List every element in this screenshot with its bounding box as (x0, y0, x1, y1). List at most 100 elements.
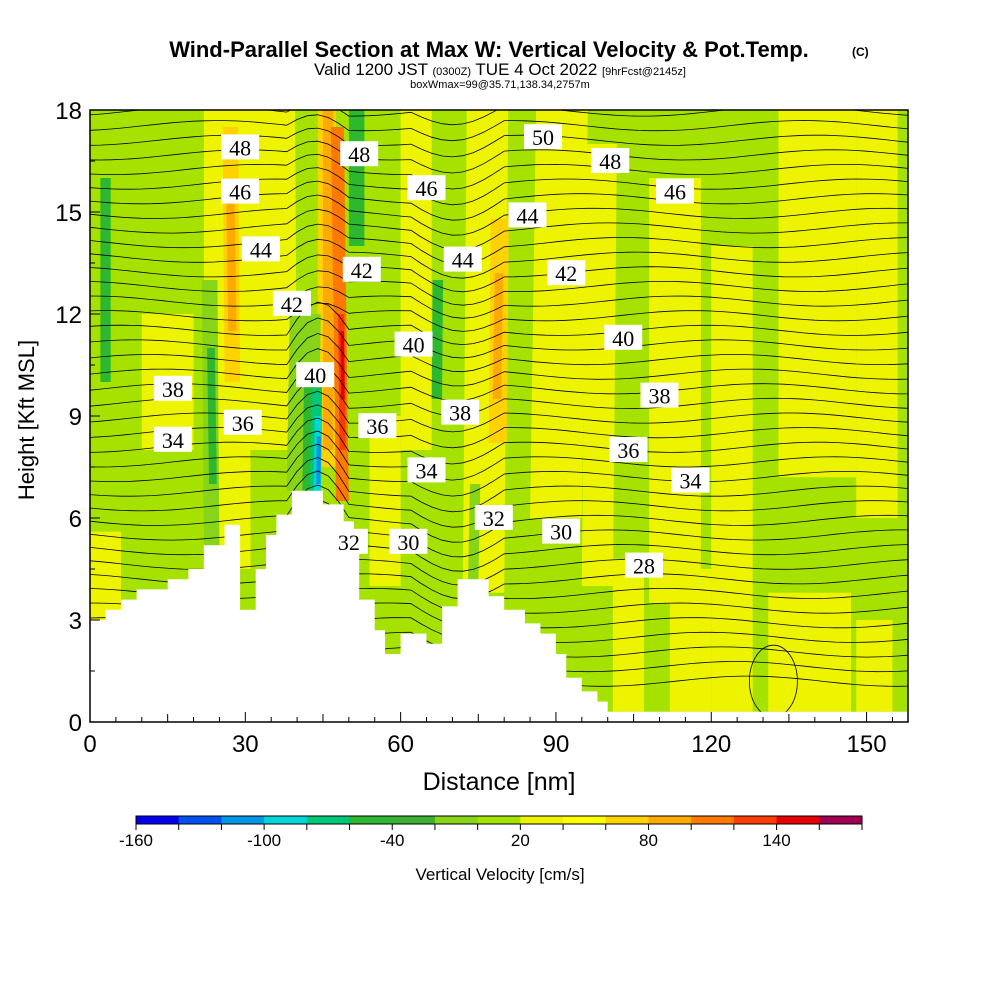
theta-contour (90, 194, 908, 236)
y-axis: 0 3 6 9 12 15 18 (55, 98, 100, 737)
theta-contour-label: 32 (329, 528, 368, 555)
colorbar-frame (135, 815, 863, 825)
colorbar-tick-label: 80 (639, 831, 658, 850)
downdraft (100, 178, 111, 382)
theta-contour (90, 333, 908, 373)
y-tick-label: 9 (69, 404, 82, 431)
theta-contour-label: 32 (474, 505, 513, 531)
theta-contour (90, 208, 908, 251)
theta-contour-label-text: 44 (452, 248, 474, 273)
theta-contour (90, 377, 908, 417)
updraft-region (856, 620, 893, 712)
theta-contour-label: 30 (389, 528, 428, 555)
updraft-region (248, 110, 298, 450)
subtitle-valid: Valid 1200 JST (314, 60, 428, 79)
theta-contour-label: 46 (221, 178, 260, 205)
copyright-mark: (C) (852, 45, 869, 59)
theta-contour-label: 28 (624, 552, 663, 579)
y-tick-label: 3 (69, 608, 82, 635)
plot-area (90, 110, 908, 722)
theta-contour (90, 238, 908, 279)
theta-contour-label: 48 (221, 134, 260, 160)
theta-contour-label-text: 42 (351, 258, 373, 283)
theta-contour (90, 317, 908, 359)
subtitle-utc: (0300Z) (432, 66, 471, 78)
downdraft (207, 348, 217, 484)
theta-contour-label-text: 34 (416, 458, 438, 483)
y-axis-label: Height [Kft MSL] (14, 340, 39, 500)
colorbar-swatch (306, 816, 351, 824)
colorbar-swatch (819, 816, 863, 824)
x-tick-label: 120 (691, 731, 731, 758)
theta-contour-label-text: 46 (416, 176, 438, 201)
theta-contour (90, 417, 908, 465)
colorbar-swatch (776, 816, 820, 824)
colorbar-swatch (178, 816, 222, 824)
colorbar-tick-label: -160 (119, 831, 153, 850)
theta-contour-labels: 48 46 44 42 40 38 36 34 48 42 36 32 46 44 40 38 34 30 50 44… (153, 124, 710, 579)
theta-contour-label-text: 40 (304, 363, 326, 388)
theta-contour-label-text: 32 (338, 530, 360, 555)
colorbar-swatch (264, 816, 308, 824)
updraft-region (711, 246, 753, 712)
theta-contour-label: 30 (542, 518, 581, 545)
colorbar-swatch (434, 816, 479, 824)
updraft-region (669, 569, 712, 712)
colorbar: -160 -100 -40 20 80 140 (119, 815, 863, 850)
theta-contour (90, 270, 908, 306)
theta-contour (90, 430, 908, 481)
theta-contour-label: 50 (524, 124, 563, 150)
theta-contour-label: 40 (296, 362, 335, 388)
colorbar-tick-label: 20 (511, 831, 530, 850)
theta-contour (90, 286, 908, 319)
colorbar-swatch (349, 816, 393, 824)
theta-contour (90, 223, 908, 265)
colorbar-swatch (520, 816, 564, 824)
theta-contour-label-text: 42 (555, 261, 577, 286)
theta-contour-label: 48 (591, 148, 630, 174)
theta-contour-label-text: 36 (617, 438, 639, 463)
theta-contour-label-text: 36 (366, 414, 388, 439)
theta-contour-label-text: 42 (281, 292, 303, 317)
theta-contour-label-text: 38 (648, 384, 670, 409)
updraft-region (856, 110, 898, 518)
colorbar-swatch (221, 816, 265, 824)
max-updraft (340, 331, 345, 399)
theta-contour-label: 36 (358, 413, 397, 439)
theta-contour-label-text: 40 (612, 326, 634, 351)
theta-contour-label-text: 50 (532, 125, 554, 150)
theta-contour (90, 443, 908, 497)
theta-contour-label: 34 (407, 457, 446, 483)
theta-contour (90, 301, 908, 346)
colorbar-swatch (563, 816, 607, 824)
downdraft (431, 280, 444, 399)
theta-contour-label: 44 (443, 246, 482, 273)
chart-title: Wind-Parallel Section at Max W: Vertical… (169, 37, 809, 62)
theta-contour-label: 36 (223, 409, 262, 436)
theta-contour-label-text: 34 (680, 469, 702, 494)
colorbar-tick-label: -40 (380, 831, 405, 850)
x-tick-label: 90 (543, 731, 570, 758)
theta-contour (90, 362, 908, 402)
theta-contour-label: 46 (656, 178, 695, 205)
theta-contour-label-text: 46 (229, 180, 251, 205)
downdraft (467, 484, 481, 586)
colorbar-tick-label: -100 (247, 831, 281, 850)
colorbar-swatch (605, 816, 649, 824)
colorbar-swatch (392, 816, 436, 824)
theta-contour (90, 302, 908, 332)
theta-contour-label: 34 (153, 426, 192, 453)
theta-contour-label-text: 48 (348, 142, 370, 167)
y-tick-label: 18 (55, 98, 82, 125)
theta-contour (90, 457, 908, 513)
theta-contour-label: 42 (547, 260, 586, 286)
theta-contour-label-text: 44 (250, 237, 272, 262)
colorbar-tick-label: 140 (762, 831, 790, 850)
theta-contour-label: 38 (441, 399, 480, 426)
subtitle-forecast: [9hrFcst@2145z] (602, 66, 686, 78)
y-tick-label: 6 (69, 506, 82, 533)
x-axis-label: Distance [nm] (423, 768, 576, 796)
theta-contour-label-text: 28 (633, 554, 655, 579)
theta-contour-label: 44 (241, 236, 280, 262)
